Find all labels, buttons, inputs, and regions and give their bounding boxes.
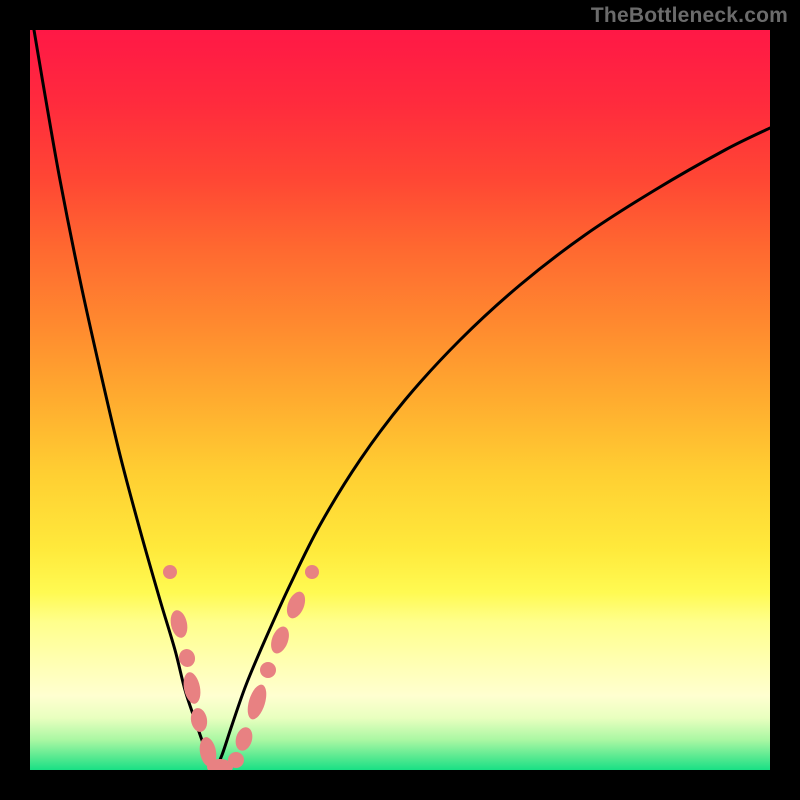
data-marker [305,565,319,579]
data-marker [260,662,276,678]
watermark-text: TheBottleneck.com [591,4,788,28]
data-marker [228,752,244,768]
plot-area [30,30,770,770]
chart-svg [0,0,800,800]
chart-canvas: TheBottleneck.com [0,0,800,800]
data-marker [163,565,177,579]
